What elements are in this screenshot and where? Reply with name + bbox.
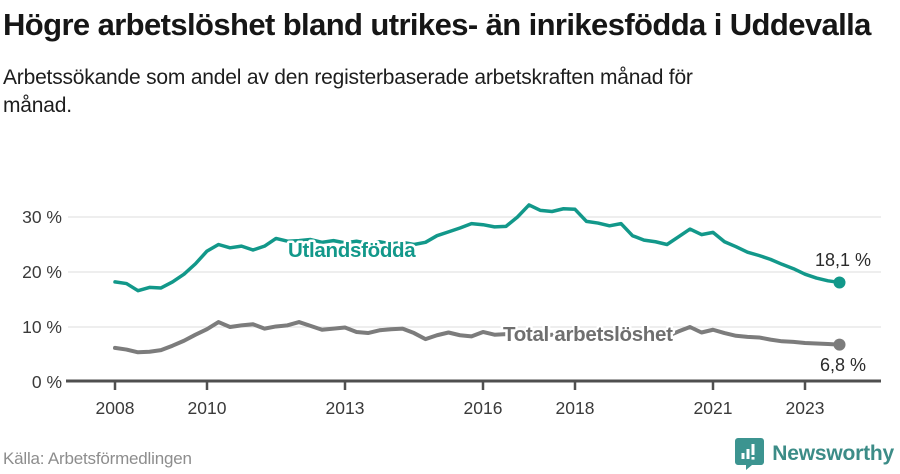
x-tick-label: 2008 [96, 398, 135, 418]
footer: Källa: Arbetsförmedlingen Newsworthy [0, 434, 900, 474]
series-end-dot [833, 338, 846, 351]
newsworthy-logo: Newsworthy [734, 437, 894, 470]
page-title: Högre arbetslöshet bland utrikes- än inr… [3, 7, 871, 42]
series-line-total [113, 320, 842, 355]
x-tick-label: 2021 [694, 398, 733, 418]
series-line-utlandsfodda [113, 203, 842, 293]
source-label: Källa: Arbetsförmedlingen [3, 449, 192, 468]
series-end-value-label: 18,1 % [815, 250, 871, 270]
page-subtitle: Arbetssökande som andel av den registerb… [3, 66, 693, 117]
x-tick-label: 2016 [464, 398, 503, 418]
y-tick-label: 20 % [22, 262, 62, 282]
y-tick-label: 0 % [32, 372, 62, 392]
y-tick-label: 30 % [22, 207, 62, 227]
y-tick-label: 10 % [22, 317, 62, 337]
series-end-value-label: 6,8 % [820, 355, 866, 375]
series-inline-label: Total arbetslöshet [503, 323, 673, 346]
brand-name: Newsworthy [772, 441, 894, 465]
x-tick-label: 2018 [556, 398, 595, 418]
series-end-dot [833, 276, 846, 289]
x-tick-label: 2013 [326, 398, 365, 418]
header: Högre arbetslöshet bland utrikes- än inr… [0, 0, 900, 120]
newsworthy-bar-chart-bubble-icon [735, 438, 765, 470]
x-tick-label: 2010 [188, 398, 227, 418]
x-tick-label: 2023 [786, 398, 825, 418]
series-inline-label: Utlandsfödda [288, 239, 416, 262]
